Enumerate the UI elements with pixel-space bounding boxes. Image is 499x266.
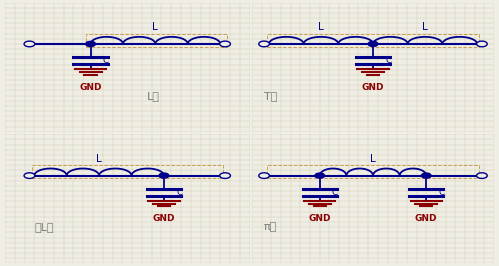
Text: C: C: [176, 188, 183, 197]
Text: L: L: [370, 154, 376, 164]
Text: GND: GND: [153, 214, 175, 223]
Bar: [266, 34, 480, 47]
Text: GND: GND: [362, 83, 384, 92]
Circle shape: [159, 173, 169, 178]
Text: GND: GND: [415, 214, 438, 223]
Circle shape: [315, 173, 324, 178]
Text: L: L: [318, 22, 324, 32]
Text: GND: GND: [308, 214, 331, 223]
Circle shape: [220, 41, 231, 47]
Text: C: C: [103, 56, 109, 65]
Circle shape: [86, 41, 95, 47]
Circle shape: [220, 173, 231, 178]
Circle shape: [259, 41, 269, 47]
Text: GND: GND: [79, 83, 102, 92]
Text: π型: π型: [264, 222, 277, 232]
Circle shape: [368, 41, 378, 47]
Circle shape: [477, 41, 487, 47]
Circle shape: [24, 173, 35, 178]
Circle shape: [477, 173, 487, 178]
Text: L: L: [153, 22, 158, 32]
Text: T型: T型: [264, 90, 277, 101]
Bar: [32, 165, 223, 178]
Bar: [86, 34, 228, 47]
Text: L型: L型: [147, 90, 160, 101]
Bar: [266, 165, 480, 178]
Circle shape: [259, 173, 269, 178]
Text: 倒L型: 倒L型: [34, 222, 54, 232]
Text: L: L: [422, 22, 428, 32]
Text: C: C: [332, 188, 338, 197]
Circle shape: [24, 41, 35, 47]
Circle shape: [421, 173, 431, 178]
Text: C: C: [385, 56, 391, 65]
Text: C: C: [438, 188, 445, 197]
Text: L: L: [96, 154, 102, 164]
